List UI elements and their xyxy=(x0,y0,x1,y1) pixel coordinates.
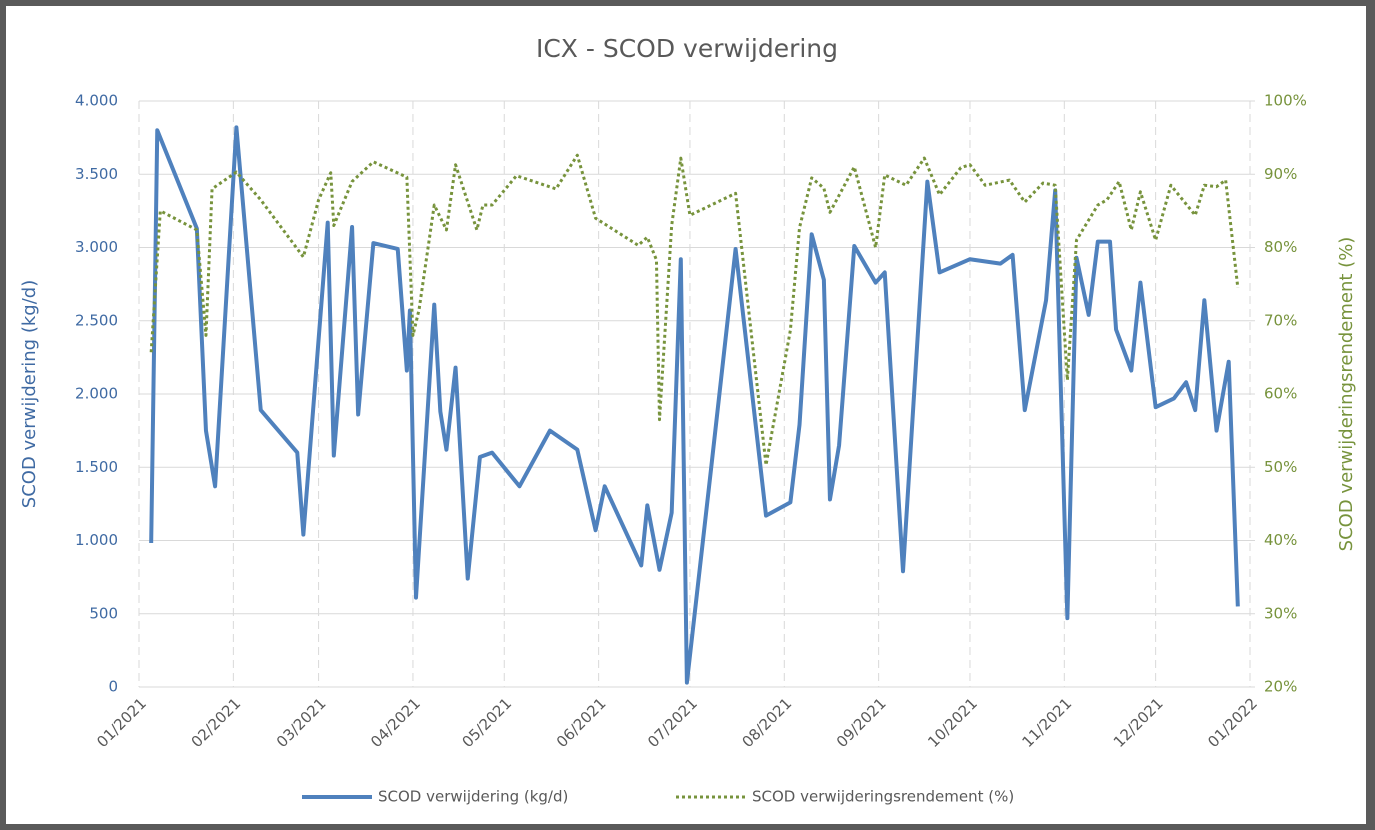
y2-tick-label: 90% xyxy=(1264,165,1297,183)
y2-tick-label: 40% xyxy=(1264,531,1297,549)
y-tick-label: 1.000 xyxy=(75,531,118,549)
y2-tick-label: 100% xyxy=(1264,92,1307,110)
y-tick-label: 2.500 xyxy=(75,311,118,329)
legend-label: SCOD verwijdering (kg/d) xyxy=(378,788,568,806)
y-tick-label: 2.000 xyxy=(75,385,118,403)
y-axis-title: SCOD verwijdering (kg/d) xyxy=(19,280,40,508)
y-tick-label: 3.500 xyxy=(75,165,118,183)
y2-tick-label: 30% xyxy=(1264,604,1297,622)
y2-tick-label: 20% xyxy=(1264,678,1297,696)
page: ICX - SCOD verwijdering SCOD verwijderin… xyxy=(0,0,1375,830)
y-tick-label: 3.000 xyxy=(75,238,118,256)
y-tick-label: 4.000 xyxy=(75,92,118,110)
y2-tick-label: 80% xyxy=(1264,238,1297,256)
y2-axis-title: SCOD verwijderingsrendement (%) xyxy=(1336,237,1357,552)
y2-tick-label: 50% xyxy=(1264,458,1297,476)
legend-label: SCOD verwijderingsrendement (%) xyxy=(752,788,1014,806)
chart-title: ICX - SCOD verwijdering xyxy=(536,34,838,63)
chart: ICX - SCOD verwijdering SCOD verwijderin… xyxy=(0,0,1375,830)
y-tick-label: 500 xyxy=(89,604,118,622)
y-tick-label: 1.500 xyxy=(75,458,118,476)
y-tick-label: 0 xyxy=(108,678,118,696)
y2-tick-label: 70% xyxy=(1264,311,1297,329)
y2-tick-label: 60% xyxy=(1264,385,1297,403)
